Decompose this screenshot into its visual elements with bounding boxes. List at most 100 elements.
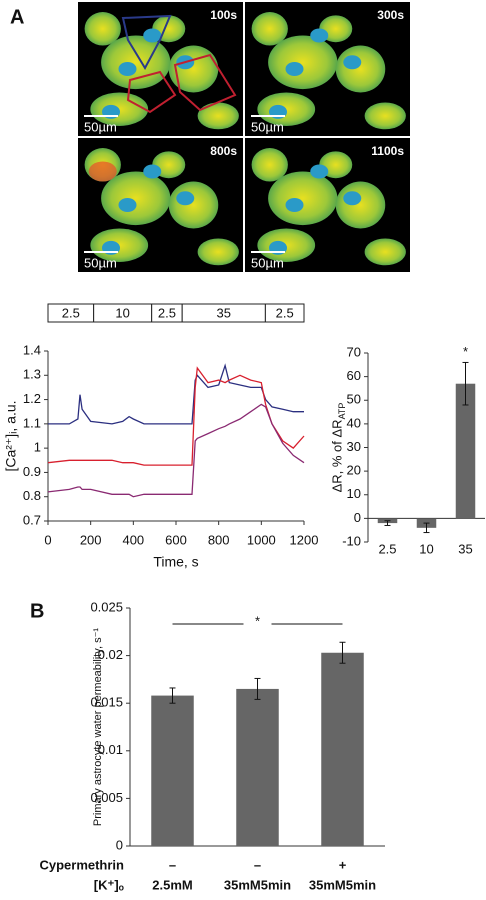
time-label: 300s — [377, 8, 404, 22]
scale-label: 50µm — [251, 119, 284, 134]
bar — [321, 652, 364, 846]
y-tick-label: 1.2 — [23, 391, 41, 406]
row-label: [K⁺]ₒ — [94, 877, 125, 892]
x-tick-label: 35mM5min — [309, 877, 376, 892]
nucleus — [285, 198, 304, 212]
x-tick-label: 2.5mM — [152, 877, 192, 892]
x-tick-label: 10 — [419, 541, 433, 556]
y-tick-label: 0 — [116, 837, 123, 852]
time-label: 100s — [210, 8, 237, 22]
condition-label: 2.5 — [276, 305, 294, 320]
y-tick-label: 0.01 — [98, 742, 123, 757]
time-label: 800s — [210, 144, 237, 158]
y-tick-label: 1.4 — [23, 342, 41, 357]
trace — [48, 363, 304, 425]
y-tick-label: 20 — [347, 463, 361, 478]
x-tick-label: 0 — [44, 532, 51, 547]
cell — [268, 171, 338, 226]
y-tick-label: 0.015 — [90, 695, 123, 710]
nucleus — [310, 28, 329, 43]
roi — [126, 70, 177, 114]
y-tick-label: 1 — [34, 440, 41, 455]
nucleus — [143, 28, 162, 43]
x-tick-label: 1200 — [290, 532, 319, 547]
x-tick-label: + — [339, 857, 347, 872]
y-tick-label: 0.8 — [23, 488, 41, 503]
panel-label: A — [10, 6, 24, 28]
y-tick-label: 0.9 — [23, 464, 41, 479]
time-label: 1100s — [371, 144, 404, 158]
significance: * — [463, 344, 468, 359]
y-axis-title-sub: ATP — [337, 403, 347, 420]
condition-segment — [264, 303, 305, 323]
x-tick-label: 35 — [458, 541, 472, 556]
x-tick-label: 600 — [165, 532, 187, 547]
cell — [335, 181, 386, 229]
bar — [151, 695, 194, 846]
hot-spot — [88, 161, 117, 182]
x-tick-label: – — [169, 857, 176, 872]
cell — [335, 45, 386, 93]
cell — [197, 102, 239, 130]
y-tick-label: 1.3 — [23, 367, 41, 382]
y-tick-label: 0.7 — [23, 512, 41, 527]
y-tick-label: 50 — [347, 392, 361, 407]
roi — [121, 14, 172, 71]
y-tick-label: 10 — [347, 486, 361, 501]
cell — [268, 35, 338, 90]
y-tick-label: 70 — [347, 344, 361, 359]
scale-label: 50µm — [84, 255, 117, 270]
cell — [101, 171, 171, 226]
y-axis-title: ΔR, % of ΔRATP — [329, 403, 347, 493]
cell — [168, 181, 219, 229]
trace — [47, 403, 305, 498]
y-tick-label: 0.005 — [90, 790, 123, 805]
y-tick-label: 60 — [347, 368, 361, 383]
scale-label: 50µm — [84, 119, 117, 134]
bar — [236, 688, 279, 846]
cell — [364, 238, 406, 266]
panel-label: B — [30, 600, 44, 622]
cell — [364, 102, 406, 130]
nucleus — [343, 55, 362, 70]
y-tick-label: -10 — [342, 533, 361, 548]
condition-label: 35 — [217, 305, 231, 320]
micrograph-grid: 100s 50µm 300s 50µm 800s 50µm 1100s 50µm — [78, 2, 410, 272]
nucleus — [285, 62, 304, 76]
roi — [173, 53, 237, 112]
x-tick-label: 400 — [122, 532, 144, 547]
cell — [251, 148, 288, 182]
nucleus — [118, 198, 137, 212]
nucleus — [310, 164, 329, 179]
x-tick-label: 2.5 — [378, 541, 396, 556]
y-tick-label: 0.02 — [98, 647, 123, 662]
scale-label: 50µm — [251, 255, 284, 270]
x-tick-label: – — [254, 857, 261, 872]
significance: * — [255, 613, 260, 628]
y-tick-label: 40 — [347, 415, 361, 430]
nucleus — [343, 191, 362, 206]
nucleus — [176, 191, 195, 206]
cell — [84, 12, 121, 46]
condition-label: 10 — [115, 305, 129, 320]
cell — [101, 35, 171, 90]
y-tick-label: 0 — [354, 510, 361, 525]
cell — [197, 238, 239, 266]
nucleus — [143, 164, 162, 179]
x-axis-title: Time, s — [153, 554, 198, 570]
x-tick-label: 1000 — [247, 532, 276, 547]
y-axis-title: [Ca²⁺]ᵢ, a.u. — [3, 400, 19, 471]
row-label: Cypermethrin — [39, 857, 124, 872]
x-tick-label: 200 — [80, 532, 102, 547]
trace — [47, 366, 305, 466]
cell — [251, 12, 288, 46]
condition-label: 2.5 — [158, 305, 176, 320]
y-tick-label: 0.025 — [90, 599, 123, 614]
condition-label: 2.5 — [62, 305, 80, 320]
x-tick-label: 800 — [208, 532, 230, 547]
y-tick-label: 30 — [347, 439, 361, 454]
x-tick-label: 35mM5min — [224, 877, 291, 892]
nucleus — [118, 62, 137, 76]
y-axis-title: Primary astrocyte water permeability, s⁻… — [92, 628, 104, 826]
